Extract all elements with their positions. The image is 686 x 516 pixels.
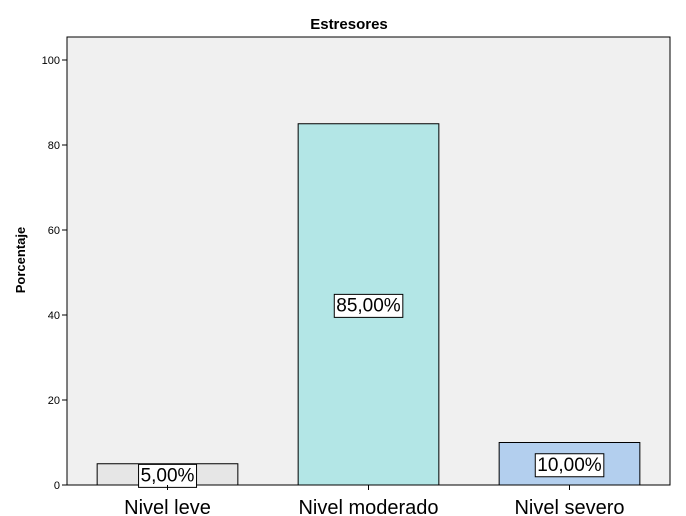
data-label-box-2 bbox=[534, 453, 605, 478]
y-tick-label-3: 60 bbox=[48, 225, 60, 237]
y-tick-label-5: 100 bbox=[42, 55, 60, 67]
data-label-1: 85,00% bbox=[336, 295, 401, 316]
y-tick-label-2: 40 bbox=[48, 310, 60, 322]
chart-title: Estresores bbox=[310, 16, 388, 33]
x-tick-label-1: Nivel moderado bbox=[298, 497, 438, 516]
x-tick-label-2: Nivel severo bbox=[514, 497, 624, 516]
bars: 5,00% 85,00% 10,00% bbox=[96, 123, 641, 488]
y-axis-label: Porcentaje bbox=[13, 227, 28, 293]
x-tick-label-0: Nivel leve bbox=[124, 497, 211, 516]
y-tick-label-1: 20 bbox=[48, 395, 60, 407]
data-label-2: 10,00% bbox=[537, 455, 602, 476]
x-axis: Nivel leve Nivel moderado Nivel severo bbox=[124, 485, 625, 516]
y-axis: 0 20 40 60 80 100 bbox=[42, 55, 67, 492]
data-label-box-1 bbox=[333, 293, 404, 318]
y-tick-label-4: 80 bbox=[48, 140, 60, 152]
y-tick-label-0: 0 bbox=[54, 480, 60, 492]
data-label-0: 5,00% bbox=[141, 465, 195, 486]
